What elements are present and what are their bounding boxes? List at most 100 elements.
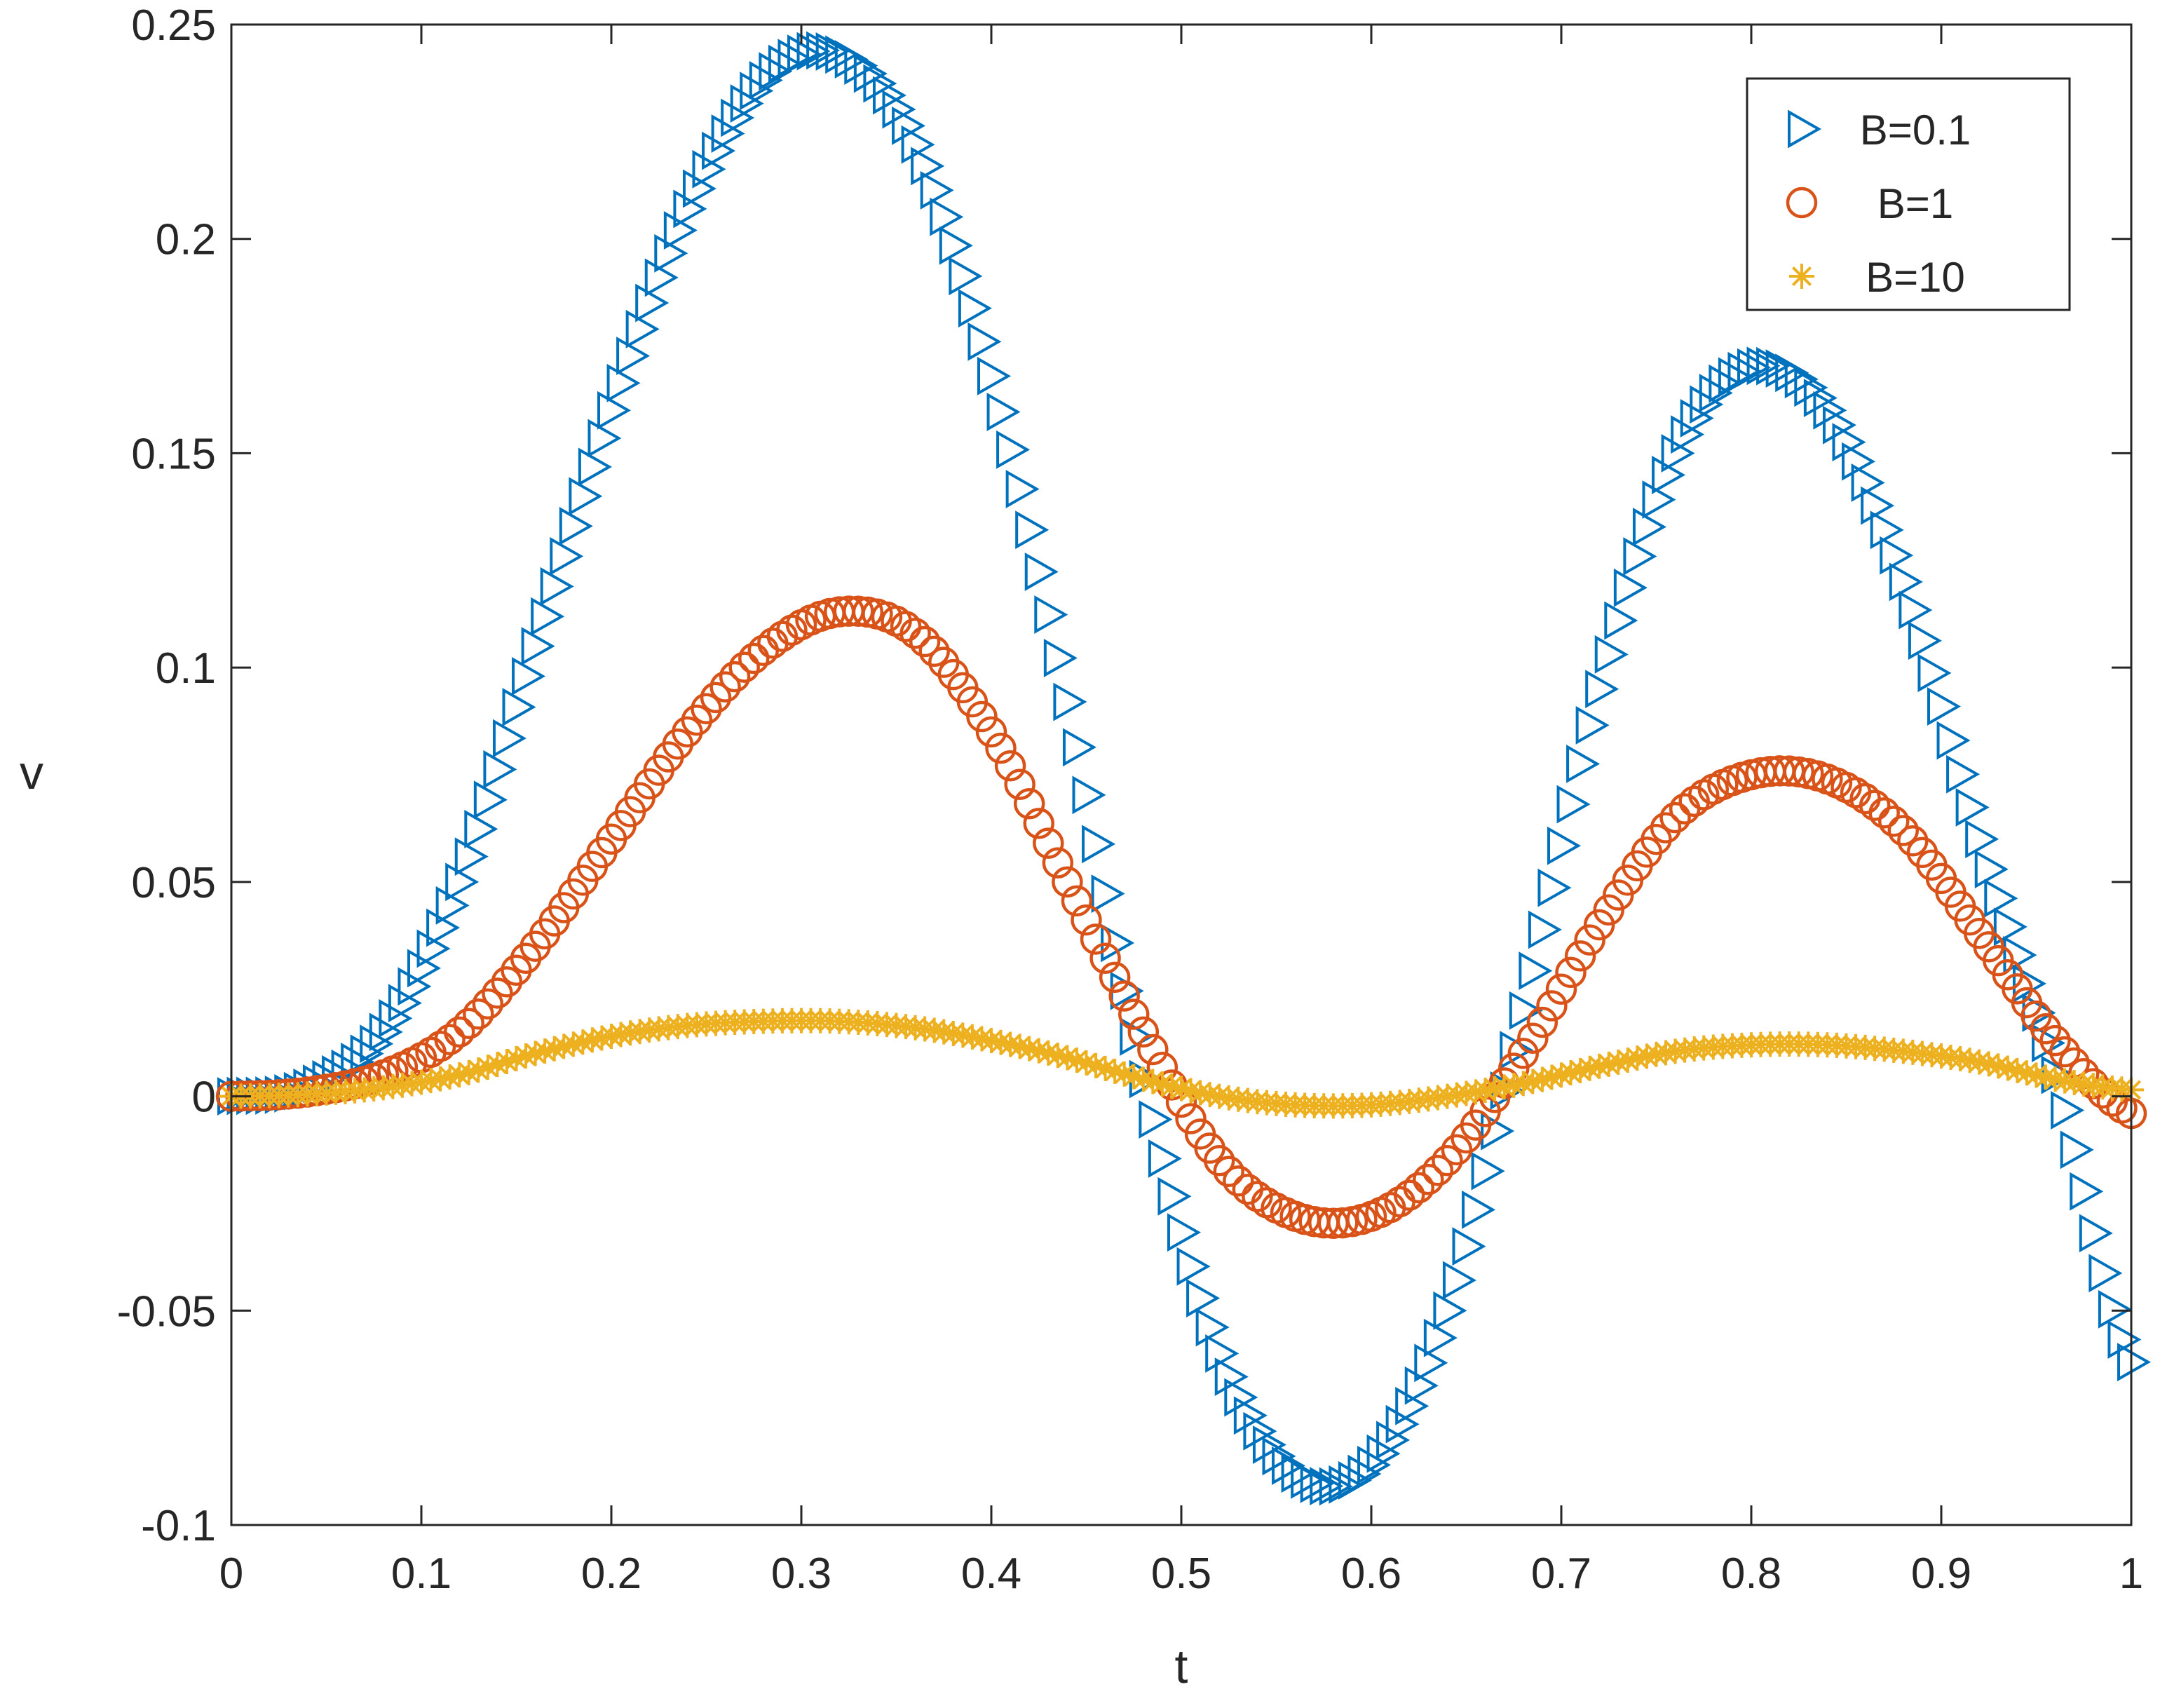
- data-point-circle: [1004, 768, 1035, 800]
- data-point-triangle-right: [1300, 1464, 1334, 1503]
- data-point-triangle-right: [1974, 850, 2009, 889]
- data-point-triangle-right: [1139, 1100, 1173, 1139]
- data-point-asterisk: [1501, 1072, 1527, 1098]
- data-point-asterisk: [921, 1017, 947, 1043]
- data-point-circle: [1859, 789, 1891, 821]
- data-point-asterisk: [1995, 1055, 2020, 1081]
- data-point-triangle-right: [521, 627, 555, 666]
- data-point-asterisk: [560, 1031, 586, 1057]
- data-point-triangle-right: [531, 597, 565, 636]
- data-point-asterisk: [399, 1071, 425, 1097]
- data-point-triangle-right: [1310, 1467, 1344, 1506]
- data-point-triangle-right: [407, 949, 442, 988]
- data-point-circle: [2039, 1024, 2071, 1057]
- data-point-asterisk: [1045, 1043, 1071, 1069]
- data-point-asterisk: [1444, 1082, 1469, 1108]
- data-point-triangle-right: [1082, 825, 1116, 864]
- data-point-asterisk: [494, 1048, 519, 1074]
- data-point-circle: [709, 671, 741, 703]
- y-tick-label: 0.1: [156, 644, 216, 693]
- data-point-triangle-right: [939, 226, 973, 265]
- data-point-triangle-right: [1423, 1318, 1458, 1357]
- y-tick-label: 0.25: [131, 1, 216, 50]
- data-point-asterisk: [513, 1043, 539, 1069]
- data-point-triangle-right: [1727, 351, 1762, 391]
- x-tick-label: 0.1: [391, 1550, 451, 1598]
- x-tick-label: 0.2: [581, 1550, 641, 1598]
- data-point-circle: [1223, 1165, 1254, 1197]
- data-point-asterisk: [475, 1055, 501, 1080]
- data-point-triangle-right: [1699, 374, 1733, 412]
- data-point-triangle-right: [1585, 670, 1619, 709]
- data-point-asterisk: [1121, 1064, 1147, 1090]
- data-point-triangle-right: [1813, 391, 1847, 430]
- data-point-triangle-right: [350, 1034, 384, 1073]
- y-tick-label: -0.1: [141, 1502, 216, 1550]
- data-point-asterisk: [1558, 1059, 1584, 1085]
- data-point-asterisk: [1633, 1043, 1659, 1069]
- data-point-asterisk: [1624, 1045, 1650, 1071]
- data-point-circle: [890, 611, 922, 642]
- data-point-triangle-right: [702, 131, 736, 170]
- data-point-circle: [1868, 797, 1900, 829]
- data-point-circle: [1080, 923, 1112, 955]
- data-point-asterisk: [1568, 1057, 1594, 1083]
- data-point-circle: [1127, 1016, 1160, 1048]
- data-point-asterisk: [1017, 1036, 1042, 1062]
- data-point-triangle-right: [1822, 405, 1856, 445]
- data-point-triangle-right: [1661, 433, 1695, 473]
- data-point-circle: [918, 635, 950, 667]
- data-point-triangle-right: [540, 567, 574, 606]
- data-point-triangle-right: [1262, 1437, 1296, 1476]
- data-point-triangle-right: [996, 430, 1031, 469]
- data-point-asterisk: [1102, 1058, 1128, 1084]
- data-point-circle: [1517, 1022, 1549, 1055]
- data-point-triangle-right: [1243, 1411, 1277, 1451]
- data-point-triangle-right: [1671, 415, 1705, 454]
- data-point-asterisk: [979, 1028, 1004, 1054]
- data-point-triangle-right: [1481, 1111, 1515, 1151]
- data-point-circle: [1574, 924, 1605, 956]
- x-tick-label: 0.7: [1531, 1550, 1591, 1598]
- data-point-asterisk: [1938, 1044, 1964, 1070]
- data-point-triangle-right: [559, 506, 593, 545]
- data-point-triangle-right: [1946, 754, 1981, 794]
- legend: B=0.1 B=1 B=10: [1746, 77, 2071, 311]
- data-point-triangle-right: [673, 189, 707, 229]
- data-point-asterisk: [466, 1057, 491, 1083]
- data-point-triangle-right: [1195, 1308, 1230, 1347]
- data-point-triangle-right: [464, 809, 498, 848]
- data-point-triangle-right: [1414, 1343, 1448, 1383]
- data-point-circle: [1175, 1103, 1207, 1134]
- data-point-asterisk: [1549, 1062, 1574, 1088]
- data-point-circle: [1033, 827, 1064, 859]
- y-tick-label: 0.05: [131, 859, 216, 907]
- data-point-triangle-right: [1880, 536, 1914, 575]
- data-point-triangle-right: [569, 477, 603, 516]
- data-point-triangle-right: [711, 114, 745, 153]
- data-point-triangle-right: [1347, 1454, 1382, 1493]
- data-point-asterisk: [1064, 1048, 1089, 1073]
- data-point-asterisk: [1948, 1046, 1974, 1072]
- legend-item: B=10: [1789, 254, 1965, 301]
- data-point-triangle-right: [1623, 537, 1657, 576]
- legend-label: B=0.1: [1860, 107, 1971, 154]
- data-point-triangle-right: [2098, 1289, 2132, 1329]
- data-point-triangle-right: [759, 52, 793, 91]
- data-point-asterisk: [2033, 1064, 2059, 1090]
- data-point-circle: [472, 988, 504, 1020]
- data-point-triangle-right: [1366, 1434, 1401, 1473]
- data-point-asterisk: [1605, 1049, 1631, 1075]
- data-point-circle: [1089, 942, 1121, 975]
- data-point-asterisk: [1472, 1078, 1498, 1104]
- data-point-triangle-right: [1509, 991, 1543, 1030]
- data-point-triangle-right: [967, 322, 1002, 361]
- data-point-circle: [985, 732, 1017, 764]
- y-axis-ticks: -0.1 -0.05 0 0.05 0.1 0.15 0.2 0.25: [117, 1, 2131, 1550]
- data-point-circle: [966, 700, 998, 733]
- plot-area: [215, 31, 2152, 1506]
- data-point-asterisk: [1653, 1040, 1679, 1066]
- data-point-triangle-right: [1043, 639, 1078, 677]
- data-point-triangle-right: [872, 76, 906, 115]
- data-point-triangle-right: [1024, 553, 1059, 591]
